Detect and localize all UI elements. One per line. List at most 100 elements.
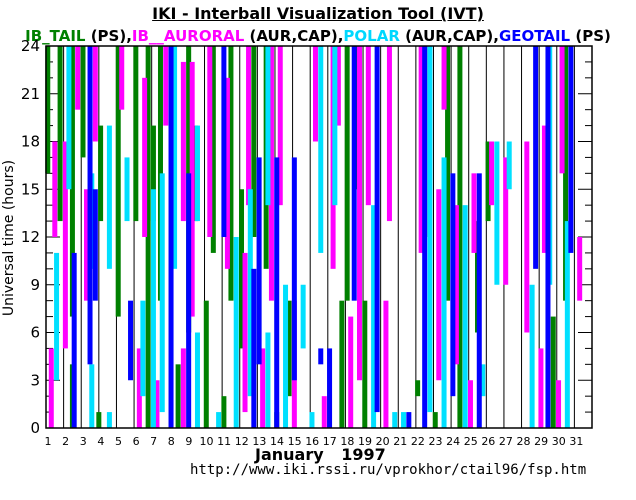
x-tick-label: 14 xyxy=(270,435,284,448)
interval-bar-polar xyxy=(371,205,377,428)
legend: IB_TAIL (PS),IB__AURORAL (AUR,CAP),POLAR… xyxy=(0,27,636,45)
legend-ib-tail-suffix: (PS), xyxy=(85,27,132,45)
interval-bar-polar xyxy=(265,46,271,206)
x-tick-label: 29 xyxy=(534,435,548,448)
interval-bar-polar xyxy=(494,141,500,285)
interval-bar-ib-auroral xyxy=(180,61,186,222)
interval-bar-polar xyxy=(300,284,306,349)
y-tick-label: 24 xyxy=(21,37,40,55)
interval-bar-ib-auroral xyxy=(312,46,318,142)
interval-bar-geotail xyxy=(186,173,192,428)
interval-bar-ib-auroral xyxy=(503,157,509,285)
interval-bar-ib-auroral xyxy=(559,46,565,174)
interval-bar-polar xyxy=(233,237,239,428)
y-tick-label: 12 xyxy=(21,228,40,246)
x-tick-label: 4 xyxy=(97,435,104,448)
interval-bar-ib-auroral xyxy=(154,380,160,428)
interval-bar-ib-tail xyxy=(485,141,491,222)
interval-bar-ib-auroral xyxy=(538,348,544,428)
x-tick-label: 6 xyxy=(133,435,140,448)
x-tick-label: 21 xyxy=(393,435,407,448)
interval-bar-polar xyxy=(54,252,60,381)
interval-bar-geotail xyxy=(291,157,297,381)
interval-bar-geotail xyxy=(92,189,98,301)
interval-bar-ib-tail xyxy=(228,46,234,301)
y-tick-label: 3 xyxy=(30,371,40,389)
interval-bar-ib-tail xyxy=(175,364,181,428)
interval-bar-polar xyxy=(480,364,486,397)
source-url: http://www.iki.rssi.ru/vprokhor/ctail96/… xyxy=(190,462,587,478)
interval-bar-polar xyxy=(140,300,146,397)
interval-bar-geotail xyxy=(221,46,227,237)
interval-bar-ib-tail xyxy=(362,300,368,428)
plot-frame xyxy=(45,45,593,429)
x-tick-label: 19 xyxy=(358,435,372,448)
x-tick-label: 10 xyxy=(200,435,214,448)
interval-bar-ib-auroral xyxy=(242,252,248,413)
interval-bar-geotail xyxy=(318,348,324,365)
interval-bar-geotail xyxy=(374,46,380,413)
interval-bar-ib-auroral xyxy=(471,173,477,253)
interval-bar-polar xyxy=(529,284,535,428)
interval-bar-geotail xyxy=(406,412,412,428)
interval-bar-ib-auroral xyxy=(84,189,90,301)
interval-bar-ib-auroral xyxy=(260,348,266,428)
x-tick-label: 17 xyxy=(323,435,337,448)
interval-bar-ib-auroral xyxy=(577,237,583,301)
interval-bar-ib-tail xyxy=(457,46,463,428)
x-tick-label: 3 xyxy=(80,435,87,448)
y-tick-label: 18 xyxy=(21,133,40,151)
interval-bar-ib-auroral xyxy=(92,46,98,142)
interval-bar-ib-auroral xyxy=(75,46,81,110)
interval-bar-polar xyxy=(564,221,570,428)
x-tick-label: 12 xyxy=(235,435,249,448)
interval-bar-polar xyxy=(106,125,112,269)
interval-bar-ib-auroral xyxy=(163,46,169,126)
interval-bar-polar xyxy=(283,284,289,428)
legend-geotail-name: GEOTAIL xyxy=(498,27,571,45)
interval-bar-geotail xyxy=(533,46,539,269)
interval-bar-polar xyxy=(150,189,156,428)
interval-bar-ib-tail xyxy=(57,46,63,222)
interval-bar-polar xyxy=(89,364,95,428)
x-tick-label: 16 xyxy=(305,435,319,448)
x-tick-label: 18 xyxy=(340,435,354,448)
interval-bar-ib-auroral xyxy=(418,46,424,253)
interval-bar-ib-auroral xyxy=(348,316,354,428)
interval-bar-ib-auroral xyxy=(556,380,562,428)
x-tick-label: 9 xyxy=(185,435,192,448)
interval-bar-polar xyxy=(159,173,165,413)
interval-bar-polar xyxy=(124,157,130,222)
x-tick-label: 24 xyxy=(446,435,460,448)
interval-bar-ib-tail xyxy=(432,412,438,428)
interval-bar-ib-auroral xyxy=(321,396,327,428)
interval-bar-geotail xyxy=(351,46,357,301)
legend-ib-tail-name: IB_TAIL xyxy=(25,27,86,45)
interval-bar-geotail xyxy=(450,173,456,397)
interval-bar-ib-auroral xyxy=(189,61,195,317)
interval-bar-ib-auroral xyxy=(524,141,530,333)
interval-bar-ib-auroral xyxy=(357,46,363,381)
y-tick-label: 6 xyxy=(30,324,40,342)
interval-bar-polar xyxy=(332,46,338,206)
interval-bar-geotail xyxy=(422,46,428,428)
interval-bar-ib-auroral xyxy=(142,77,148,237)
interval-bar-ib-auroral xyxy=(441,46,447,110)
interval-bar-geotail xyxy=(545,46,551,428)
interval-bar-ib-tail xyxy=(98,125,104,222)
x-tick-label: 26 xyxy=(481,435,495,448)
x-tick-label: 31 xyxy=(569,435,583,448)
interval-bar-ib-tail xyxy=(203,300,209,428)
interval-bar-ib-auroral xyxy=(48,348,54,428)
interval-bar-polar xyxy=(392,412,398,428)
interval-bar-geotail xyxy=(256,157,262,365)
interval-bar-geotail xyxy=(476,173,482,428)
interval-bar-polar xyxy=(427,46,433,413)
interval-bar-ib-tail xyxy=(344,46,350,301)
interval-bar-geotail xyxy=(251,268,257,428)
y-tick-label: 9 xyxy=(30,276,40,294)
x-tick-label: 7 xyxy=(150,435,157,448)
interval-bar-ib-auroral xyxy=(119,46,125,110)
interval-bar-ib-tail xyxy=(115,46,121,317)
